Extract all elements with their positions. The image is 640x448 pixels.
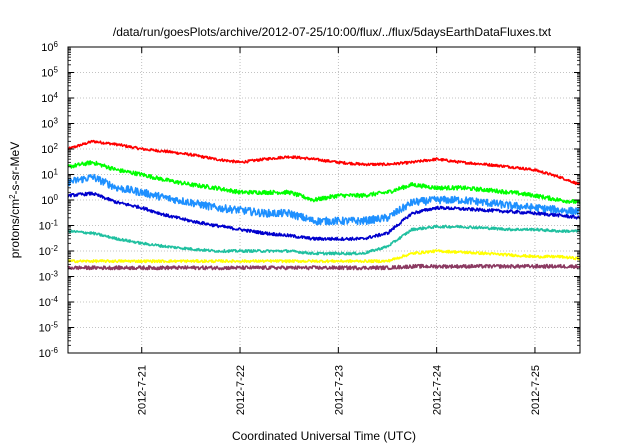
y-tick-label: 101 xyxy=(41,167,58,182)
y-tick-label: 100 xyxy=(41,193,58,208)
y-tick-base: 10 xyxy=(41,170,53,182)
y-tick-base: 10 xyxy=(41,144,53,156)
y-axis: 10-610-510-410-310-210-11001011021031041… xyxy=(39,40,580,361)
y-tick-base: 10 xyxy=(41,42,53,54)
y-tick-label: 105 xyxy=(41,65,58,80)
y-tick-exponent: 1 xyxy=(54,167,59,176)
y-tick-exponent: 4 xyxy=(54,91,59,100)
y-tick-exponent: -3 xyxy=(51,269,59,278)
series-line-3 xyxy=(67,173,581,226)
y-tick-base: 10 xyxy=(41,119,53,131)
y-tick-base: 10 xyxy=(39,221,51,233)
y-tick-label: 10-2 xyxy=(39,244,59,259)
y-axis-label-base: protons/cm xyxy=(8,199,22,258)
y-tick-exponent: -5 xyxy=(51,320,59,329)
y-tick-base: 10 xyxy=(41,68,53,80)
y-tick-label: 10-1 xyxy=(39,218,59,233)
x-tick-label: 2012-7-22 xyxy=(235,365,247,415)
x-tick-label: 2012-7-23 xyxy=(333,365,345,415)
y-tick-label: 10-4 xyxy=(39,295,59,310)
y-tick-exponent: 5 xyxy=(54,65,59,74)
chart-title: /data/run/goesPlots/archive/2012-07-25/1… xyxy=(113,25,552,39)
y-tick-base: 10 xyxy=(41,93,53,105)
x-axis: 2012-7-21 2012-7-22 2012-7-23 2012-7-24 2012… xyxy=(137,47,542,415)
y-tick-base: 10 xyxy=(39,297,51,309)
x-tick-label: 2012-7-25 xyxy=(530,365,542,415)
y-tick-exponent: 0 xyxy=(54,193,59,202)
series-line-1 xyxy=(67,139,581,186)
x-tick-label: 2012-7-24 xyxy=(432,365,444,415)
y-tick-base: 10 xyxy=(39,272,51,284)
y-tick-exponent: -1 xyxy=(51,218,59,227)
y-tick-base: 10 xyxy=(39,348,51,360)
y-tick-label: 103 xyxy=(41,116,58,131)
series-line-7 xyxy=(67,263,581,271)
series-line-2 xyxy=(67,160,581,204)
y-tick-exponent: 6 xyxy=(54,40,59,49)
y-tick-label: 10-6 xyxy=(39,346,59,361)
y-tick-exponent: -2 xyxy=(51,244,59,253)
y-tick-label: 10-3 xyxy=(39,269,59,284)
y-tick-exponent: -6 xyxy=(51,346,59,355)
y-axis-label-sup: 2 xyxy=(8,194,17,199)
y-tick-label: 104 xyxy=(41,91,58,106)
y-tick-exponent: 3 xyxy=(54,116,59,125)
x-axis-label: Coordinated Universal Time (UTC) xyxy=(232,429,416,443)
series-line-4 xyxy=(67,191,581,242)
series-line-5 xyxy=(67,224,581,256)
x-tick-label: 2012-7-21 xyxy=(137,365,149,415)
y-tick-base: 10 xyxy=(39,323,51,335)
y-tick-exponent: 2 xyxy=(54,142,59,151)
y-tick-base: 10 xyxy=(39,246,51,258)
y-tick-label: 106 xyxy=(41,40,58,55)
y-tick-label: 102 xyxy=(41,142,58,157)
y-tick-exponent: -4 xyxy=(51,295,59,304)
series-lines xyxy=(67,139,581,271)
series-line-6 xyxy=(67,249,581,264)
y-tick-label: 10-5 xyxy=(39,320,59,335)
y-tick-base: 10 xyxy=(41,195,53,207)
y-axis-label: protons/cm2-s-sr-MeV xyxy=(8,142,23,258)
y-axis-label-rest: -s-sr-MeV xyxy=(8,142,22,195)
